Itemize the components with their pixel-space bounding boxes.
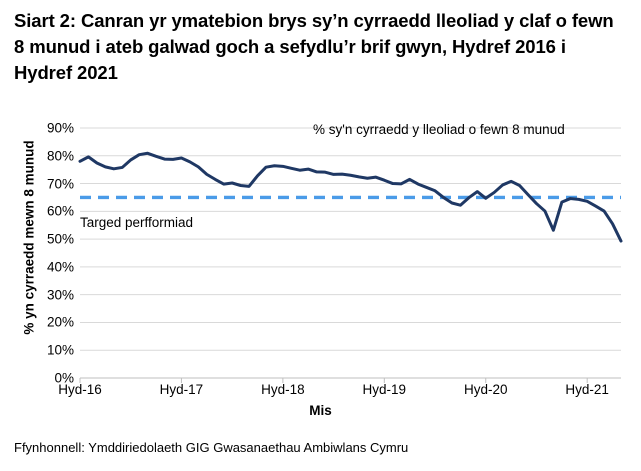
axis-lines	[79, 377, 621, 383]
y-axis-tick-label: 90%	[46, 120, 74, 136]
y-axis-tick-label: 70%	[46, 176, 74, 192]
line-chart-svg	[78, 127, 623, 383]
y-axis-tick-label: 50%	[46, 231, 74, 247]
y-axis-tick-label: 80%	[46, 148, 74, 164]
target-annotation-label: Targed perfformiad	[80, 215, 194, 230]
y-axis-tick-label: 40%	[46, 259, 74, 275]
x-axis-tick-label: Hyd-17	[159, 382, 204, 397]
y-axis-tick-label: 30%	[46, 287, 74, 303]
y-axis-tick-label: 0%	[54, 370, 74, 386]
page-title: Siart 2: Canran yr ymatebion brys sy’n c…	[14, 10, 614, 83]
x-axis-title: Mis	[309, 403, 332, 418]
x-axis-tick-label: Hyd-21	[565, 382, 609, 397]
x-axis-tick-label: Hyd-16	[58, 382, 102, 397]
y-axis-tick-label: 10%	[46, 342, 74, 358]
series-annotation-label: % sy'n cyrraedd y lleoliad o fewn 8 munu…	[313, 122, 565, 137]
chart-plot-area: % yn cyrraedd mewn 8 munud Mis 0% 10% 20% 3…	[0, 110, 641, 430]
y-axis-tick-label: 20%	[46, 314, 74, 330]
x-axis-tick-label: Hyd-18	[261, 382, 305, 397]
y-axis-ticks: 0% 10% 20% 30% 40% 50% 60% 70% 80% 90%	[26, 110, 74, 386]
x-axis-ticks: Hyd-16 Hyd-17 Hyd-18 Hyd-19 Hyd-20 Hyd-21	[0, 382, 641, 404]
response-rate-line	[78, 151, 623, 243]
gridlines	[80, 127, 621, 379]
x-axis-tick-label: Hyd-20	[463, 382, 508, 397]
y-axis-tick-label: 60%	[46, 203, 74, 219]
source-footnote: Ffynhonnell: Ymddiriedolaeth GIG Gwasana…	[14, 440, 409, 455]
x-axis-tick-label: Hyd-19	[362, 382, 407, 397]
